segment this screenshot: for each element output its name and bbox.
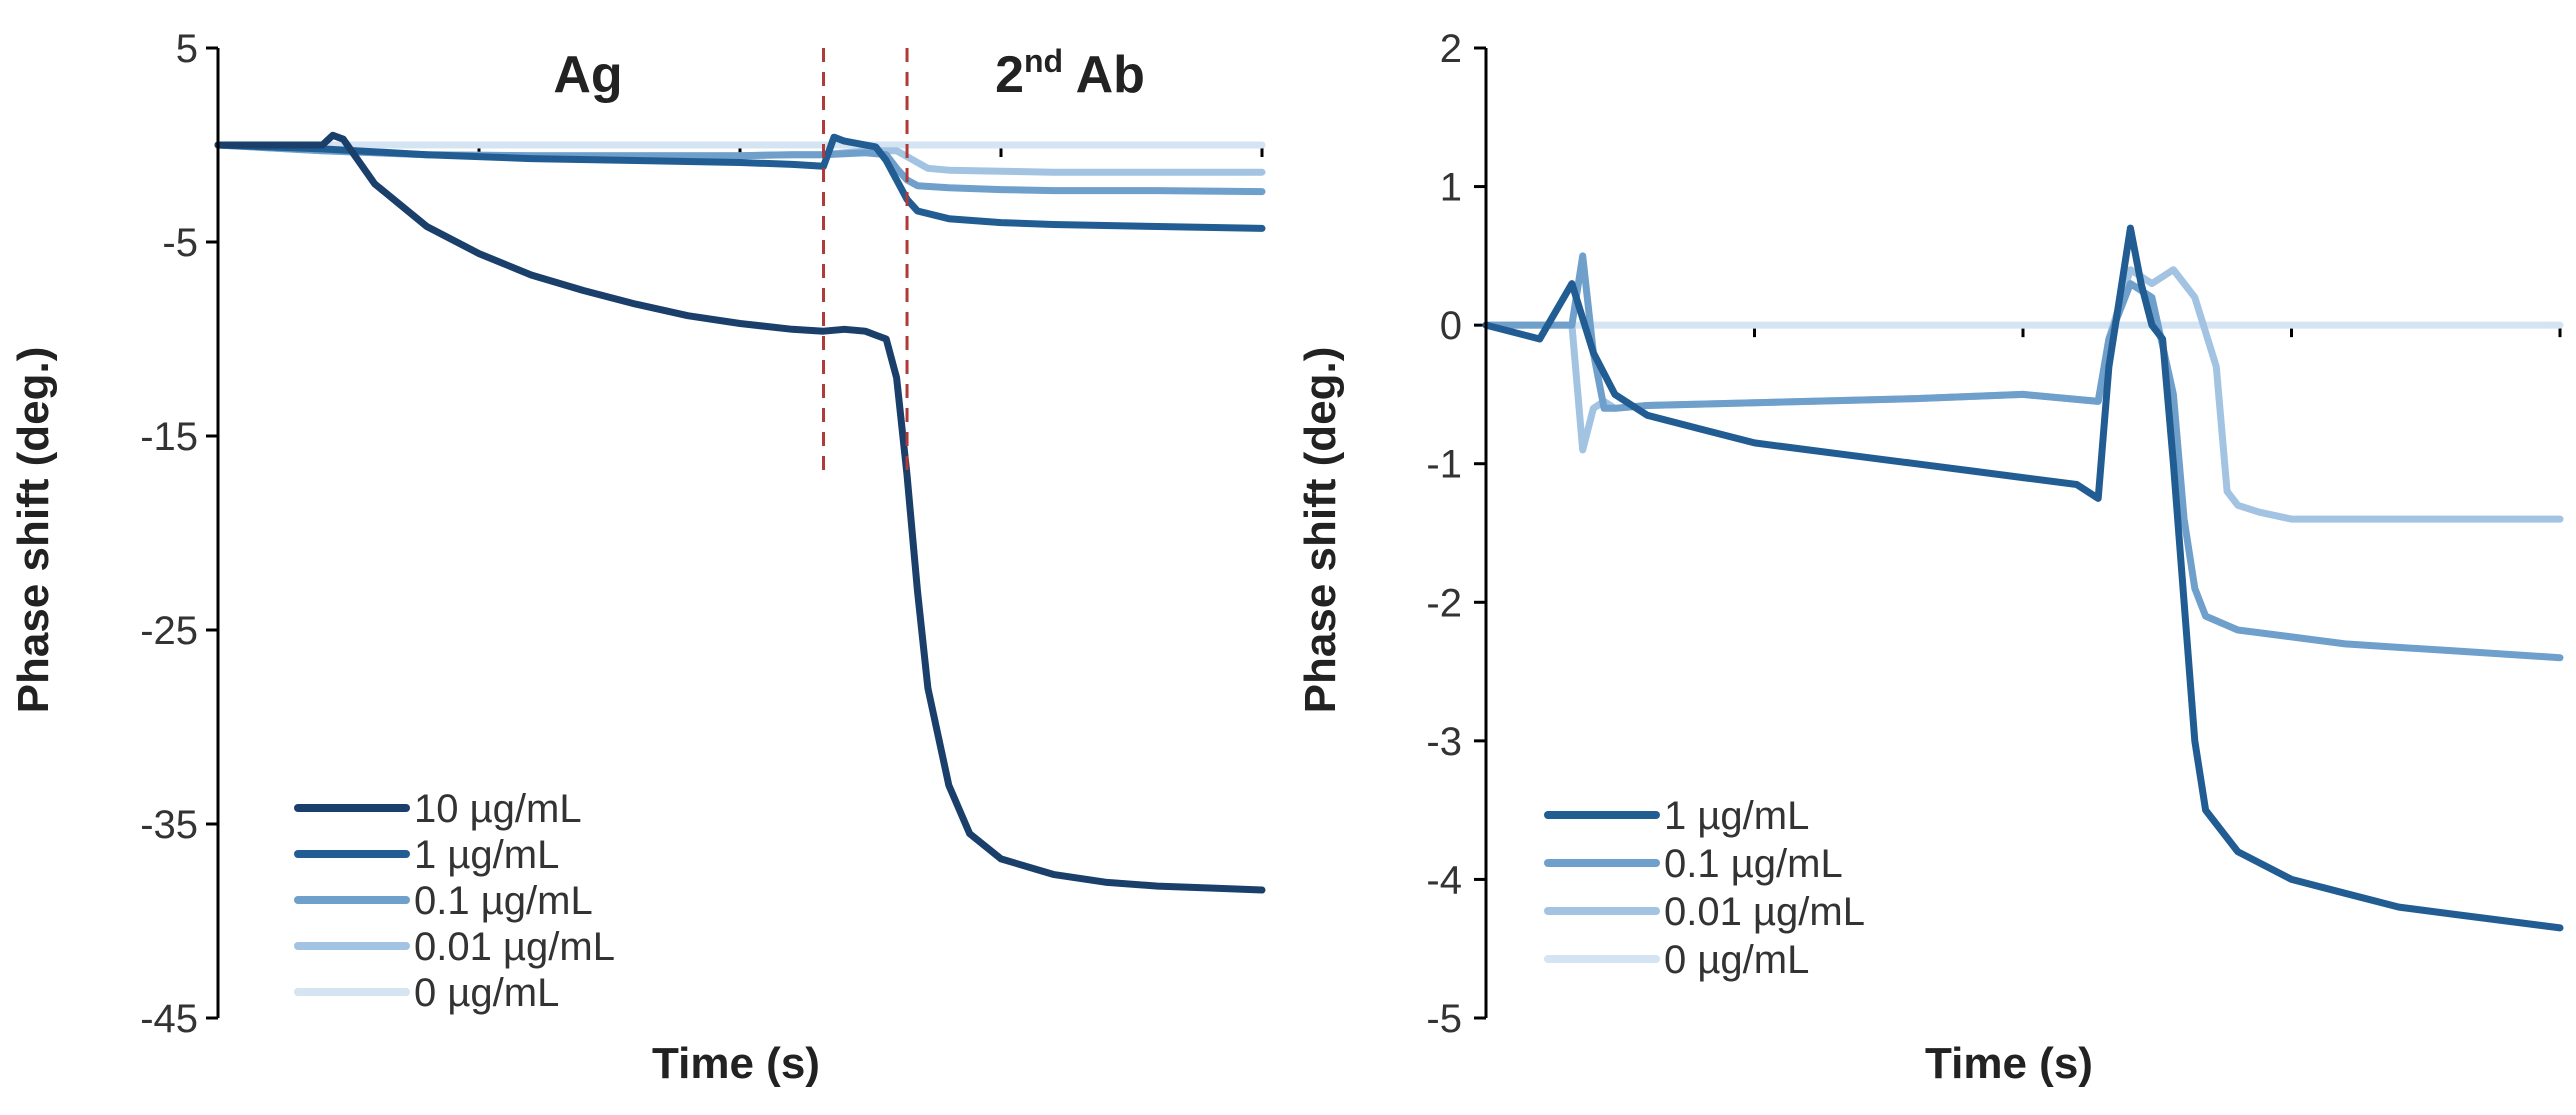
legend-label: 1 µg/mL: [1664, 794, 1809, 838]
y-tick-label: 1: [1440, 166, 1462, 210]
chart-1-y-ticks: 5 -5 -15 -25 -35 -45: [140, 27, 218, 1041]
series-line-1-g-ml: [1482, 224, 2564, 932]
chart-2-y-axis-title: Phase shift (deg.): [1296, 347, 1345, 714]
y-tick-label: -15: [140, 415, 198, 459]
series-line-0-1-g-ml: [1482, 252, 2564, 662]
chart-1-series: [214, 131, 1266, 894]
y-tick-label: -25: [140, 609, 198, 653]
region-label-ag: Ag: [553, 46, 622, 104]
legend-label: 10 µg/mL: [414, 787, 582, 831]
chart-2: Phase shift (deg.) Time (s) 2 1 0 -1 -2 -3 -4 -…: [1296, 27, 2564, 1088]
legend-label: 0.1 µg/mL: [1664, 842, 1843, 886]
legend-label: 0 µg/mL: [1664, 938, 1809, 982]
y-tick-label: -3: [1426, 720, 1462, 764]
y-tick-label: -5: [162, 221, 198, 265]
chart-1-legend: 10 µg/mL1 µg/mL0.1 µg/mL0.01 µg/mL0 µg/m…: [294, 787, 615, 1015]
region-label-2nd-ab-sup: nd: [1024, 43, 1063, 79]
chart-1-x-axis-title: Time (s): [652, 1039, 820, 1088]
chart-1-dividers: [822, 48, 909, 476]
chart-2-x-axis-title: Time (s): [1925, 1039, 2093, 1088]
legend-label: 1 µg/mL: [414, 833, 559, 877]
y-tick-label: 0: [1440, 304, 1462, 348]
region-label-2nd-ab-num: 2: [995, 46, 1024, 104]
chart-1: Phase shift (deg.) Time (s) 5 -5 -15 -25 -35…: [9, 27, 1266, 1088]
y-tick-label: -1: [1426, 443, 1462, 487]
legend-label: 0.1 µg/mL: [414, 879, 593, 923]
y-tick-label: -35: [140, 803, 198, 847]
chart-2-y-ticks: 2 1 0 -1 -2 -3 -4 -5: [1426, 27, 1486, 1041]
chart-2-legend: 1 µg/mL0.1 µg/mL0.01 µg/mL0 µg/mL: [1544, 794, 1865, 982]
series-line-10-g-ml: [214, 131, 1266, 894]
legend-label: 0.01 µg/mL: [1664, 890, 1865, 934]
region-label-2nd-ab: 2nd Ab: [995, 43, 1145, 104]
y-tick-label: -2: [1426, 581, 1462, 625]
chart-2-series: [1482, 224, 2564, 932]
y-tick-label: -4: [1426, 858, 1462, 902]
legend-label: 0 µg/mL: [414, 971, 559, 1015]
region-label-2nd-ab-suffix: Ab: [1076, 46, 1145, 104]
y-tick-label: 5: [176, 27, 198, 71]
y-tick-label: 2: [1440, 27, 1462, 71]
y-tick-label: -45: [140, 997, 198, 1041]
chart-1-y-axis-title: Phase shift (deg.): [9, 347, 58, 714]
legend-label: 0.01 µg/mL: [414, 925, 615, 969]
y-tick-label: -5: [1426, 997, 1462, 1041]
series-line-1-g-ml: [214, 133, 1266, 232]
